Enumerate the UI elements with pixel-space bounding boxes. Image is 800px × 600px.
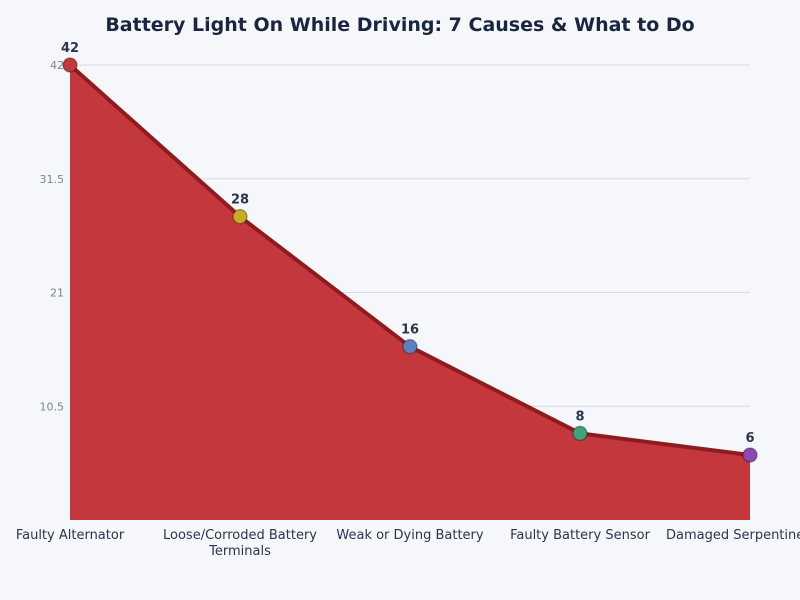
y-tick-label: 21 [50,287,64,300]
area-fill [70,65,750,520]
data-label: 8 [575,409,584,424]
data-point [232,208,248,225]
data-label: 16 [401,323,419,338]
x-tick-label: Weak or Dying Battery [336,528,484,543]
data-label: 28 [231,193,249,208]
x-tick-label: Faulty Battery Sensor [510,528,650,543]
x-tick-label: Loose/Corroded Battery Terminals [163,528,317,559]
data-label: 6 [745,431,754,446]
y-tick-label: 10.5 [40,400,65,413]
data-point [402,338,418,355]
y-tick-label: 31.5 [40,173,65,186]
data-point [742,447,758,463]
y-tick-label: 42 [50,59,64,72]
data-label: 42 [61,41,79,56]
x-tick-label: Damaged Serpentine Belt [666,528,800,543]
data-point [62,57,78,73]
chart-title: Battery Light On While Driving: 7 Causes… [105,14,695,36]
data-point [572,425,588,442]
x-tick-label: Faulty Alternator [16,528,125,543]
